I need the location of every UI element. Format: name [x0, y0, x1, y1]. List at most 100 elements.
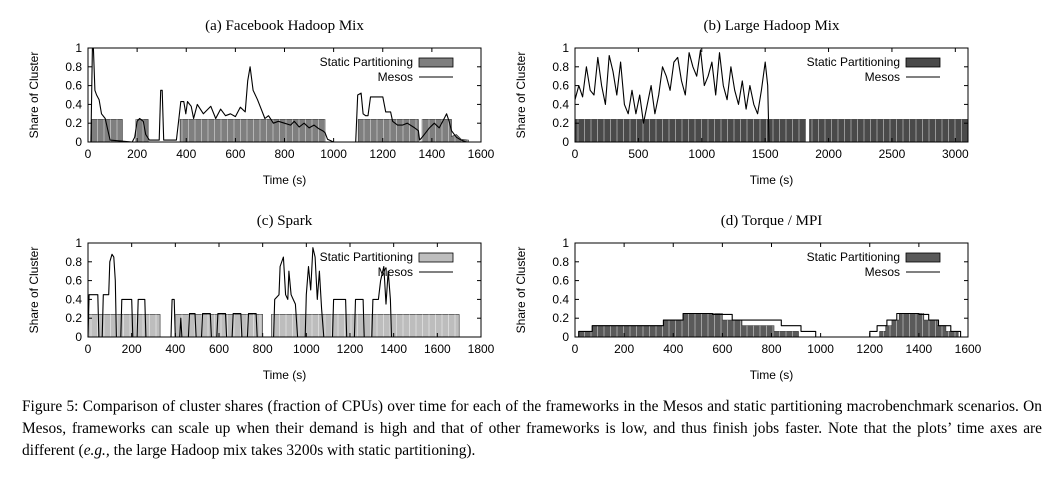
x-axis-label: Time (s): [263, 368, 307, 382]
x-tick-label: 600: [225, 147, 245, 161]
chart-title: (d) Torque / MPI: [721, 213, 823, 229]
x-tick-label: 1600: [468, 147, 495, 161]
series-line-mesos: [574, 49, 770, 143]
x-tick-label: 400: [663, 342, 683, 356]
legend-swatch-area: [418, 252, 454, 263]
chart-title: (b) Large Hadoop Mix: [704, 18, 840, 34]
caption-eg: e.g.,: [83, 442, 110, 459]
caption-text-2: the large Hadoop mix takes 3200s with st…: [109, 442, 476, 459]
y-tick-label: 1: [562, 236, 569, 250]
x-axis-label: Time (s): [750, 173, 794, 187]
series-area-static-partitioning: [574, 119, 969, 143]
caption-text-1: Figure 5: Comparison of cluster shares (…: [22, 398, 1042, 459]
y-axis-label: Share of Cluster: [514, 52, 528, 139]
x-tick-label: 800: [761, 342, 781, 356]
x-axis-label: Time (s): [263, 173, 307, 187]
x-tick-label: 0: [85, 342, 92, 356]
x-tick-label: 2000: [815, 147, 842, 161]
chart-title: (c) Spark: [257, 213, 313, 229]
y-tick-label: 0.6: [65, 274, 82, 288]
series-area-stripes: [577, 119, 962, 142]
legend-label: Static Partitioning: [807, 250, 900, 264]
x-tick-label: 1400: [906, 342, 933, 356]
x-tick-label: 1000: [293, 342, 320, 356]
legend-label: Mesos: [865, 265, 900, 279]
y-tick-label: 0.2: [65, 116, 82, 130]
x-tick-label: 0: [85, 147, 92, 161]
y-tick-label: 0.4: [552, 97, 569, 111]
y-axis-label: Share of Cluster: [27, 52, 41, 139]
y-tick-label: 1: [75, 41, 82, 55]
x-tick-label: 1800: [468, 342, 495, 356]
x-tick-label: 1600: [424, 342, 451, 356]
x-tick-label: 600: [209, 342, 229, 356]
x-tick-label: 0: [572, 147, 579, 161]
y-tick-label: 0.8: [65, 60, 82, 74]
x-tick-label: 1600: [955, 342, 982, 356]
y-tick-label: 1: [75, 236, 82, 250]
legend-label: Mesos: [378, 265, 413, 279]
figure-caption: Figure 5: Comparison of cluster shares (…: [22, 396, 1042, 462]
x-tick-label: 1400: [419, 147, 446, 161]
y-tick-label: 0.2: [552, 311, 569, 325]
legend-label: Mesos: [378, 70, 413, 84]
x-tick-label: 200: [122, 342, 142, 356]
y-tick-label: 0: [75, 135, 82, 149]
plot-frame: [87, 242, 482, 338]
y-tick-label: 1: [562, 41, 569, 55]
plot-frame: [574, 47, 969, 143]
y-tick-label: 0.6: [552, 274, 569, 288]
y-tick-label: 0.4: [65, 97, 82, 111]
x-tick-label: 200: [614, 342, 634, 356]
series-line-mesos: [88, 47, 467, 143]
x-tick-label: 0: [572, 342, 579, 356]
legend-label: Static Partitioning: [807, 55, 900, 69]
x-tick-label: 800: [253, 342, 273, 356]
legend-swatch-area: [905, 57, 941, 68]
y-tick-label: 0.8: [552, 60, 569, 74]
y-tick-label: 0.8: [552, 255, 569, 269]
chart-panel-1: (a) Facebook Hadoop Mix 0 0.2 0.4 0.6 0.8 1 0 20…: [27, 18, 495, 187]
x-tick-label: 600: [712, 342, 732, 356]
x-tick-label: 1000: [688, 147, 715, 161]
x-tick-label: 1200: [856, 342, 883, 356]
chart-title: (a) Facebook Hadoop Mix: [205, 18, 364, 34]
figure: (a) Facebook Hadoop Mix 0 0.2 0.4 0.6 0.8 1 0 20…: [27, 18, 982, 382]
x-tick-label: 2500: [879, 147, 906, 161]
chart-panel-4: (d) Torque / MPI 0 0.2 0.4 0.6 0.8 1 0 200 400 600…: [514, 213, 982, 382]
chart-panel-3: (c) Spark 0 0.2 0.4 0.6 0.8 1 0 200 400 600 800 1000…: [27, 213, 495, 382]
y-tick-label: 0.6: [552, 79, 569, 93]
x-tick-label: 400: [165, 342, 185, 356]
y-axis-label: Share of Cluster: [27, 247, 41, 334]
x-axis-label: Time (s): [750, 368, 794, 382]
x-tick-label: 1500: [752, 147, 779, 161]
y-tick-label: 0.4: [552, 292, 569, 306]
x-tick-label: 1200: [369, 147, 396, 161]
x-tick-label: 3000: [942, 147, 969, 161]
x-tick-label: 500: [628, 147, 648, 161]
legend-swatch-area: [905, 252, 941, 263]
y-tick-label: 0.8: [65, 255, 82, 269]
y-tick-label: 0.6: [65, 79, 82, 93]
y-tick-label: 0.2: [65, 311, 82, 325]
x-tick-label: 800: [274, 147, 294, 161]
legend-swatch-area: [418, 57, 454, 68]
y-axis-label: Share of Cluster: [514, 247, 528, 334]
y-tick-label: 0: [562, 330, 569, 344]
y-tick-label: 0: [75, 330, 82, 344]
y-tick-label: 0.2: [552, 116, 569, 130]
y-tick-label: 0: [562, 135, 569, 149]
x-tick-label: 400: [176, 147, 196, 161]
chart-panel-2: (b) Large Hadoop Mix 0 0.2 0.4 0.6 0.8 1 0 500 10…: [514, 18, 969, 187]
x-tick-label: 200: [127, 147, 147, 161]
legend-label: Mesos: [865, 70, 900, 84]
x-tick-label: 1000: [807, 342, 834, 356]
x-tick-label: 1400: [380, 342, 407, 356]
x-tick-label: 1200: [337, 342, 364, 356]
x-tick-label: 1000: [320, 147, 347, 161]
y-tick-label: 0.4: [65, 292, 82, 306]
